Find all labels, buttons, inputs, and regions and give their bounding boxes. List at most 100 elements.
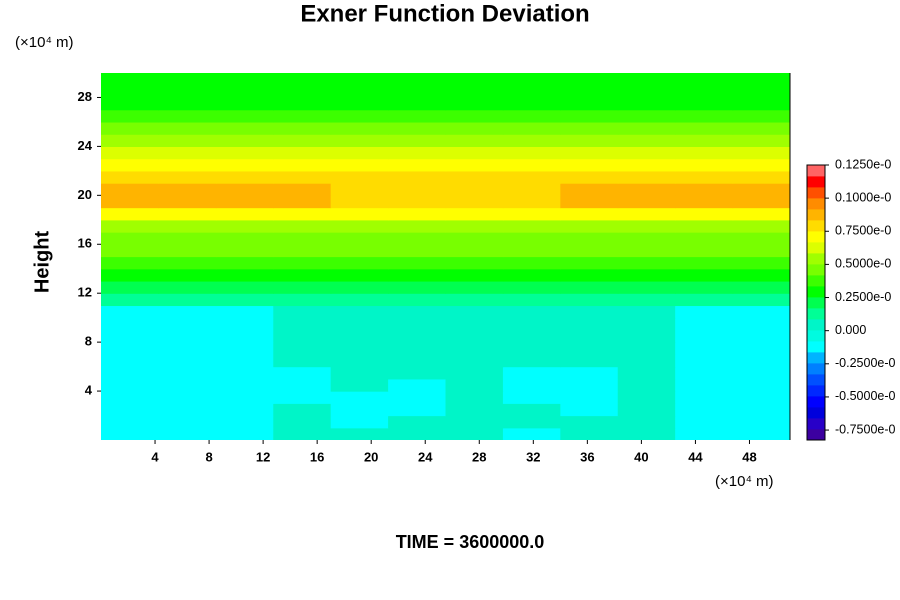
field-cell: [502, 195, 561, 209]
field-cell: [732, 158, 790, 172]
y-tick-label: 24: [78, 138, 93, 153]
field-cell: [101, 195, 160, 209]
x-tick-label: 4: [151, 449, 159, 464]
field-cell: [101, 391, 160, 404]
field-cell: [215, 195, 274, 209]
field-cell: [732, 427, 790, 440]
field-cell: [675, 305, 734, 319]
field-cell: [273, 391, 332, 404]
field-cell: [732, 109, 790, 123]
x-tick-label: 36: [580, 449, 594, 464]
field-cell: [502, 97, 561, 111]
field-cell: [215, 378, 274, 392]
field-cell: [101, 85, 160, 99]
field-cell: [502, 317, 561, 331]
field-cell: [215, 109, 274, 123]
field-cell: [273, 329, 332, 343]
field-cell: [215, 403, 274, 417]
field-cell: [388, 293, 447, 307]
field-cell: [502, 158, 561, 172]
field-cell: [617, 366, 676, 380]
field-cell: [560, 305, 619, 319]
field-cell: [560, 391, 619, 404]
field-cell: [330, 403, 389, 417]
field-cell: [330, 232, 389, 245]
field-cell: [330, 244, 389, 258]
field-cell: [502, 244, 561, 258]
field-cell: [732, 342, 790, 355]
field-cell: [617, 354, 676, 368]
field-cell: [388, 268, 447, 282]
field-cell: [560, 73, 619, 86]
field-cell: [158, 378, 217, 392]
field-cell: [560, 378, 619, 392]
field-cell: [101, 232, 160, 245]
field-cell: [445, 195, 504, 209]
colorbar-swatch: [807, 242, 825, 254]
field-cell: [330, 207, 389, 221]
field-cell: [617, 378, 676, 392]
field-cell: [388, 97, 447, 111]
field-cell: [732, 415, 790, 429]
field-cell: [445, 280, 504, 294]
field-cell: [215, 97, 274, 111]
field-cell: [675, 317, 734, 331]
field-cell: [158, 195, 217, 209]
field-cell: [273, 403, 332, 417]
field-cell: [445, 256, 504, 270]
field-cell: [617, 121, 676, 135]
field-cell: [215, 183, 274, 196]
field-cell: [445, 232, 504, 245]
field-cell: [675, 170, 734, 184]
field-cell: [617, 317, 676, 331]
colorbar-tick-label: 0.1250e-0: [835, 157, 891, 171]
field-cell: [330, 219, 389, 233]
colorbar-swatch: [807, 220, 825, 232]
field-cell: [502, 427, 561, 440]
field-cell: [330, 183, 389, 196]
colorbar-swatch: [807, 396, 825, 408]
field-cell: [617, 305, 676, 319]
field-cell: [675, 97, 734, 111]
field-cell: [560, 256, 619, 270]
field-cell: [273, 183, 332, 196]
field-cell: [158, 183, 217, 196]
colorbar-tick-label: -0.5000e-0: [835, 389, 896, 403]
field-cell: [330, 85, 389, 99]
field-cell: [215, 146, 274, 160]
field-cell: [101, 97, 160, 111]
field-cell: [101, 268, 160, 282]
x-tick-label: 24: [418, 449, 433, 464]
field-cell: [502, 207, 561, 221]
field-cell: [560, 219, 619, 233]
field-cell: [502, 256, 561, 270]
field-cell: [732, 293, 790, 307]
x-tick-label: 20: [364, 449, 378, 464]
field-cell: [675, 378, 734, 392]
colorbar-tick-label: 0.2500e-0: [835, 290, 891, 304]
field-cell: [675, 219, 734, 233]
field-cell: [101, 415, 160, 429]
field-cell: [732, 195, 790, 209]
field-cell: [215, 415, 274, 429]
y-axis-label: Height: [31, 231, 53, 294]
field-cell: [675, 366, 734, 380]
y-tick-label: 20: [78, 187, 92, 202]
x-tick-label: 16: [310, 449, 324, 464]
field-cell: [273, 305, 332, 319]
field-cell: [732, 391, 790, 404]
field-cell: [617, 329, 676, 343]
field-cell: [445, 134, 504, 147]
field-cell: [445, 207, 504, 221]
field-cell: [617, 268, 676, 282]
field-cell: [560, 195, 619, 209]
field-cell: [101, 134, 160, 147]
field-cell: [101, 354, 160, 368]
colorbar-tick-label: 0.7500e-0: [835, 224, 891, 238]
field-cell: [158, 268, 217, 282]
field-cell: [158, 232, 217, 245]
field-cell: [388, 427, 447, 440]
colorbar-swatch: [807, 429, 825, 441]
field-cell: [330, 391, 389, 404]
